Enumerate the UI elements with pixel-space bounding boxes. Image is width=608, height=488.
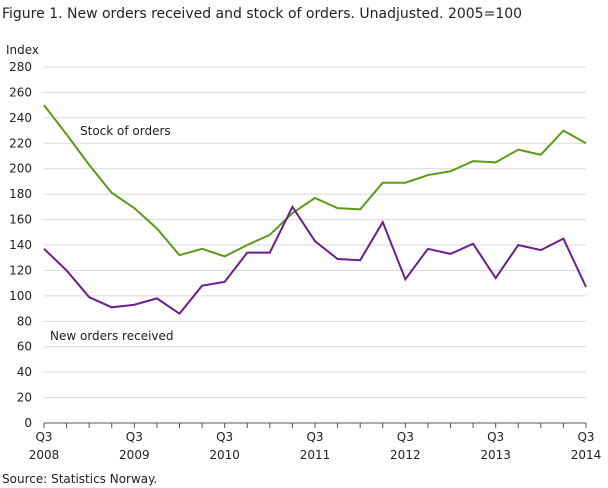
y-tick-label: 260	[9, 85, 32, 99]
y-tick-label: 120	[9, 263, 32, 277]
source: Source: Statistics Norway.	[2, 472, 157, 486]
y-tick-label: 240	[9, 111, 32, 125]
y-tick-label: 200	[9, 162, 32, 176]
series-label: New orders received	[50, 329, 174, 343]
series-line	[43, 104, 587, 258]
x-tick-label: Q3 2010	[209, 430, 240, 462]
x-tick-label: Q3 2013	[480, 430, 511, 462]
y-tick-label: 140	[9, 238, 32, 252]
series-line	[43, 204, 587, 315]
y-tick-label: 80	[17, 314, 32, 328]
y-tick-label: 160	[9, 213, 32, 227]
y-tick-label: 20	[17, 391, 32, 405]
y-tick-label: 180	[9, 187, 32, 201]
x-tick-label: Q3 2011	[300, 430, 331, 462]
y-tick-label: 60	[17, 340, 32, 354]
y-tick-label: 40	[17, 365, 32, 379]
y-tick-label: 100	[9, 289, 32, 303]
x-tick-label: Q3 2008	[29, 430, 60, 462]
y-tick-label: 220	[9, 136, 32, 150]
x-tick-label: Q3 2009	[119, 430, 150, 462]
y-tick-label: 280	[9, 60, 32, 74]
x-tick-label: Q3 2014	[571, 430, 602, 462]
y-axis-label: Index	[6, 43, 39, 57]
series-label: Stock of orders	[80, 124, 171, 138]
chart-title: Figure 1. New orders received and stock …	[2, 6, 522, 22]
y-tick-label: 0	[24, 416, 32, 430]
x-tick-label: Q3 2012	[390, 430, 421, 462]
